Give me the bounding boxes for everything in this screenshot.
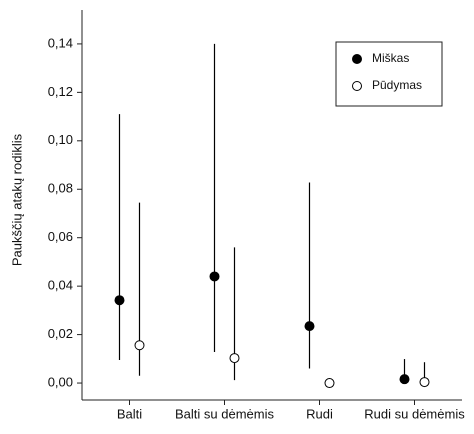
legend-marker [352, 54, 362, 64]
x-tick-label: Rudi su dėmėmis [364, 406, 465, 421]
x-tick-label: Balti [117, 406, 142, 421]
y-tick-label: 0,10 [48, 132, 73, 147]
y-tick-label: 0,12 [48, 84, 73, 99]
y-tick-label: 0,00 [48, 374, 73, 389]
x-tick-label: Balti su dėmėmis [175, 406, 274, 421]
legend-box [335, 41, 443, 107]
x-tick-label: Rudi [306, 406, 333, 421]
y-tick-label: 0,04 [48, 278, 73, 293]
y-tick-label: 0,14 [48, 35, 73, 50]
point [229, 353, 240, 364]
legend-marker [352, 81, 362, 91]
y-tick-label: 0,06 [48, 229, 73, 244]
point [134, 340, 145, 351]
y-tick-label: 0,02 [48, 326, 73, 341]
point [114, 295, 125, 306]
y-axis-label: Paukščių atakų rodiklis [9, 133, 24, 266]
point [304, 321, 315, 332]
point [399, 374, 410, 385]
legend-label: Miškas [372, 51, 409, 65]
y-tick-label: 0,08 [48, 181, 73, 196]
point [324, 378, 335, 389]
point [209, 271, 220, 282]
legend-label: Pūdymas [372, 78, 422, 92]
point [419, 377, 430, 388]
